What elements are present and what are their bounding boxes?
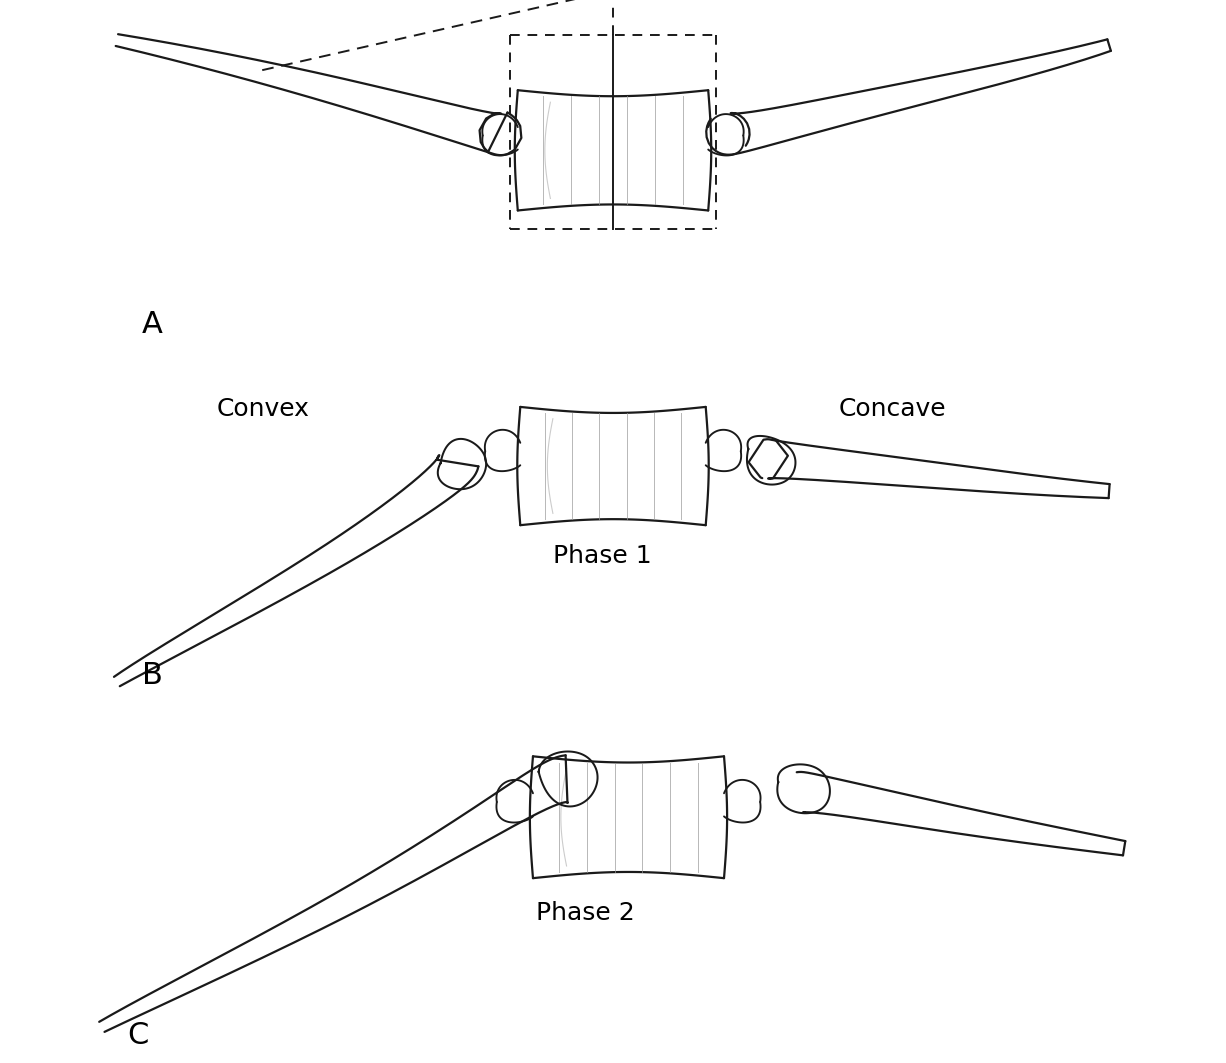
Text: A: A — [142, 309, 163, 339]
Text: Phase 1: Phase 1 — [553, 544, 651, 569]
Text: Concave: Concave — [839, 396, 946, 421]
Text: C: C — [128, 1022, 150, 1050]
Text: Phase 2: Phase 2 — [536, 901, 634, 926]
Text: B: B — [142, 660, 163, 690]
Text: Convex: Convex — [217, 396, 310, 421]
